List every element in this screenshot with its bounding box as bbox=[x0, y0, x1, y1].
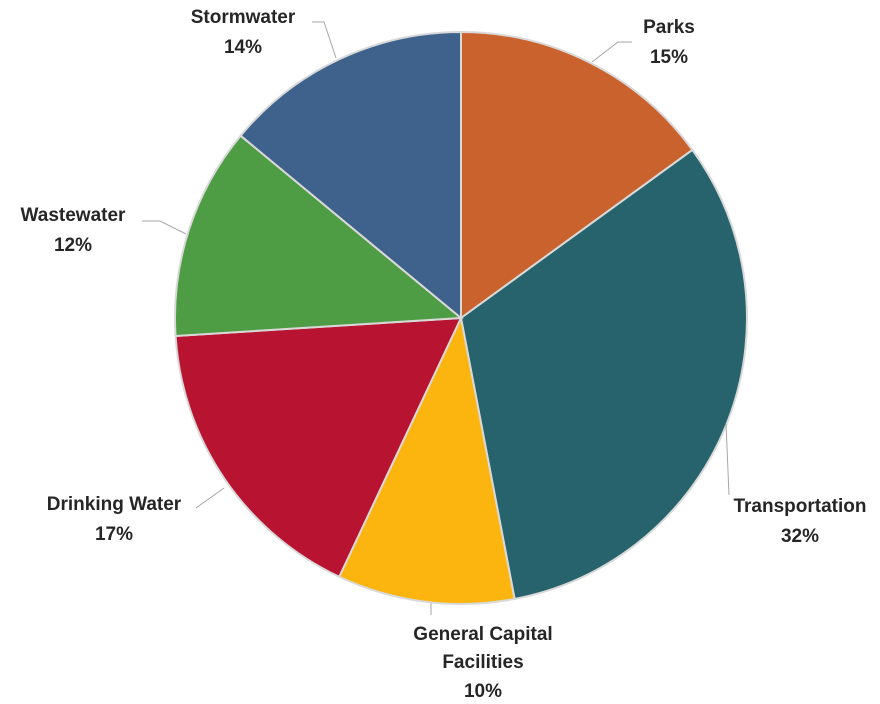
leader-line-wastewater bbox=[142, 220, 187, 235]
leader-lines bbox=[142, 21, 730, 615]
label-wastewater-value: 12% bbox=[54, 235, 92, 256]
leader-line-drinking-water bbox=[195, 487, 225, 509]
leader-line-stormwater bbox=[312, 21, 337, 59]
label-wastewater: Wastewater 12% bbox=[21, 205, 126, 256]
label-parks: Parks 15% bbox=[643, 17, 695, 68]
pie-slices bbox=[174, 30, 748, 605]
label-parks-value: 15% bbox=[650, 47, 688, 68]
label-general-capital-name-line2: Facilities bbox=[442, 652, 523, 673]
pie-slice-wastewater bbox=[174, 134, 464, 338]
label-stormwater-name: Stormwater bbox=[191, 7, 296, 28]
label-general-capital-name-line1: General Capital bbox=[413, 624, 552, 645]
label-drinking-water: Drinking Water 17% bbox=[47, 494, 182, 545]
leader-line-parks bbox=[591, 41, 632, 63]
label-transportation: Transportation 32% bbox=[733, 496, 866, 547]
label-drinking-water-name: Drinking Water bbox=[47, 494, 182, 515]
label-stormwater: Stormwater 14% bbox=[191, 7, 296, 58]
label-transportation-name: Transportation bbox=[733, 496, 866, 517]
label-drinking-water-value: 17% bbox=[95, 524, 133, 545]
leader-line-transportation bbox=[725, 423, 730, 496]
label-general-capital-value: 10% bbox=[464, 681, 502, 702]
label-transportation-value: 32% bbox=[781, 526, 819, 547]
label-wastewater-name: Wastewater bbox=[21, 205, 126, 226]
pie-slice-parks bbox=[460, 30, 694, 320]
pie-slice-stormwater bbox=[239, 30, 462, 321]
pie-slice-transportation bbox=[459, 148, 748, 601]
label-parks-name: Parks bbox=[643, 17, 695, 38]
pie-slice-general-capital-facilities bbox=[337, 314, 516, 605]
pie-slice-drinking-water bbox=[174, 316, 463, 579]
label-general-capital-facilities: General Capital Facilities 10% bbox=[413, 624, 552, 702]
label-stormwater-value: 14% bbox=[224, 37, 262, 58]
